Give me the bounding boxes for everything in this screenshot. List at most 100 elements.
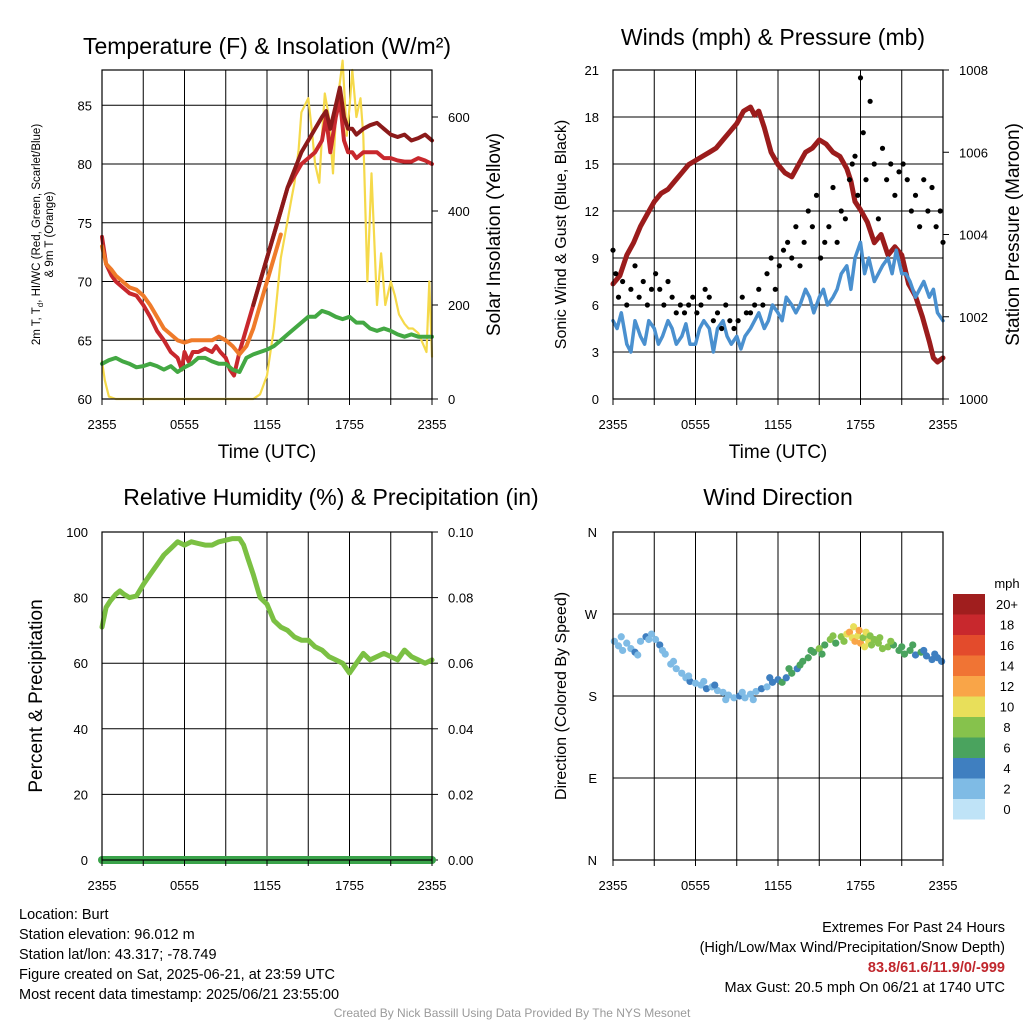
- direction-point: [757, 685, 766, 693]
- colorbar-tick-label: 14: [1000, 659, 1014, 674]
- direction-point: [829, 632, 837, 640]
- gust-point: [640, 278, 646, 285]
- series-heat-index: [251, 85, 434, 307]
- y-tick-label: E: [588, 771, 597, 786]
- gust-point: [846, 177, 853, 183]
- y-tick-label: 3: [592, 345, 599, 360]
- gust-point: [809, 224, 815, 230]
- gust-point: [665, 278, 671, 285]
- y-tick-label: 60: [78, 392, 92, 407]
- x-tick-label: 0555: [681, 417, 710, 432]
- direction-point: [859, 634, 867, 642]
- y2-tick-label: 400: [448, 204, 470, 219]
- x-tick-label: 0555: [170, 417, 199, 432]
- gust-point: [739, 294, 745, 300]
- direction-point: [922, 652, 931, 660]
- gust-point: [900, 161, 906, 167]
- gust-point: [706, 294, 712, 300]
- chart-title: Relative Humidity (%) & Precipitation (i…: [123, 484, 538, 510]
- direction-point: [911, 651, 920, 659]
- x-tick-label: 1155: [764, 417, 792, 432]
- colorbar-tick-label: 20+: [996, 597, 1018, 612]
- direction-point: [746, 690, 755, 698]
- winds-pressure-panel: 0 3 6 9 12 15 18 21 1000 1002 1004 1006 1008 2355 0555…: [553, 24, 1024, 463]
- gust-point: [702, 286, 708, 292]
- colorbar-swatch: [953, 799, 985, 820]
- gust-point: [628, 286, 634, 292]
- y2-axis-label: Station Pressure (Maroon): [1003, 123, 1024, 346]
- gust-point: [925, 208, 931, 214]
- y-tick-label: 60: [74, 656, 88, 671]
- x-tick-label: 1155: [253, 878, 281, 893]
- direction-point: [652, 635, 660, 644]
- gust-point: [752, 302, 758, 308]
- colorbar-tick-label: 8: [1003, 720, 1010, 735]
- y-tick-label: 65: [78, 333, 92, 348]
- recent-data-timestamp: Most recent data timestamp: 2025/06/21 2…: [19, 987, 340, 1003]
- y-tick-label: 80: [78, 157, 92, 172]
- gust-point: [822, 239, 828, 245]
- gust-point: [677, 302, 683, 308]
- series-dewpoint: [100, 308, 434, 374]
- direction-point: [909, 641, 917, 649]
- direction-point: [619, 646, 627, 655]
- y2-tick-label: 1000: [959, 392, 988, 407]
- y-tick-label: 18: [585, 110, 599, 125]
- x-tick-label: 1755: [335, 878, 364, 893]
- gust-point: [632, 263, 638, 269]
- gust-point: [764, 271, 770, 277]
- direction-point: [730, 694, 738, 702]
- gust-point: [657, 286, 663, 292]
- direction-point: [861, 643, 869, 651]
- direction-point: [900, 650, 909, 658]
- gust-point: [867, 98, 873, 104]
- y-axis-label: Sonic Wind & Gust (Blue, Black): [553, 120, 570, 349]
- x-tick-label: 2355: [929, 417, 958, 432]
- gust-point: [653, 271, 659, 277]
- direction-point: [778, 678, 786, 686]
- gust-point: [875, 216, 881, 222]
- y2-tick-label: 1004: [959, 228, 988, 243]
- direction-point: [645, 635, 653, 644]
- gust-point: [719, 325, 725, 332]
- y-tick-label: 21: [585, 63, 599, 78]
- direction-point: [804, 654, 812, 662]
- gust-point: [860, 130, 866, 136]
- gust-point: [842, 216, 848, 222]
- y-axis-label-line2: & 9m T (Orange): [44, 191, 56, 277]
- credit-line: Created By Nick Bassill Using Data Provi…: [333, 1006, 691, 1020]
- colorbar-tick-label: 0: [1003, 802, 1010, 817]
- gust-point: [735, 318, 741, 324]
- station-elevation: Station elevation: 96.012 m: [19, 927, 195, 943]
- y-tick-label: N: [588, 853, 597, 868]
- gust-point: [710, 318, 716, 324]
- gust-point: [852, 153, 858, 159]
- y2-tick-label: 1008: [959, 63, 988, 78]
- y-tick-label: 0: [81, 853, 88, 868]
- gust-point: [888, 161, 894, 167]
- colorbar-tick-label: 10: [1000, 700, 1014, 715]
- direction-point: [850, 623, 858, 631]
- gust-point: [780, 247, 787, 253]
- direction-point: [928, 655, 936, 664]
- gust-point: [929, 184, 935, 191]
- gust-point: [772, 286, 778, 292]
- direction-point: [672, 665, 680, 673]
- gust-point: [834, 239, 840, 245]
- gust-point: [818, 255, 824, 261]
- x-tick-label: 2355: [599, 417, 628, 432]
- x-axis-label: Time (UTC): [218, 442, 317, 463]
- gust-point: [714, 310, 721, 316]
- extremes-title: Extremes For Past 24 Hours: [822, 920, 1005, 936]
- temperature-insolation-panel: 60 65 70 75 80 85 0 200 400 600 2355 0555 1155 1755 23…: [31, 33, 505, 463]
- x-tick-label: 2355: [88, 878, 117, 893]
- direction-point: [815, 645, 823, 653]
- direction-point: [866, 632, 874, 640]
- x-tick-label: 2355: [929, 878, 958, 893]
- colorbar-tick-label: 18: [1000, 618, 1014, 633]
- direction-point: [832, 639, 840, 647]
- gust-point: [747, 310, 754, 316]
- x-tick-label: 1155: [253, 417, 281, 432]
- gust-point: [615, 294, 622, 300]
